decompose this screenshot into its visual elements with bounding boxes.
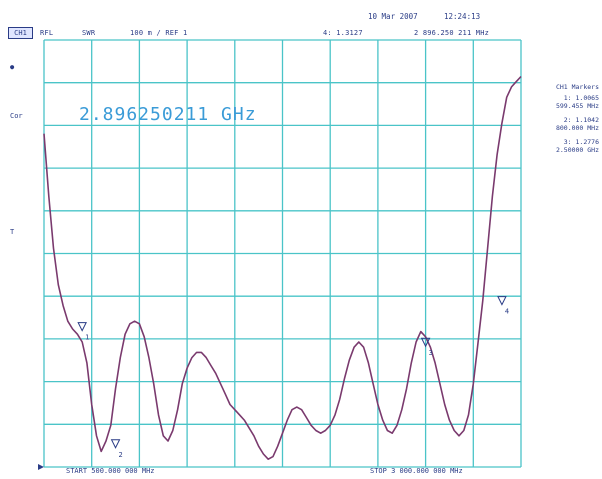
marker-number: 3	[429, 349, 433, 357]
marker-entry[interactable]: 3: 1.2776 2.50000 GHz	[527, 138, 599, 154]
marker-entry[interactable]: 1: 1.0065 599.455 MHz	[527, 94, 599, 110]
measurement-label: SWR	[82, 29, 96, 37]
marker-panel: CH1 Markers 1: 1.0065 599.455 MHz 2: 1.1…	[527, 83, 599, 160]
time-label: 12:24:13	[444, 12, 481, 21]
status-dot-icon: ●	[10, 63, 15, 71]
marker-triangle-icon	[497, 296, 507, 306]
marker-number: 2	[119, 451, 123, 459]
marker-number: 1	[85, 334, 89, 342]
marker-number: 4	[505, 308, 509, 316]
active-marker-freq: 2 896.250 211 MHz	[414, 29, 490, 37]
marker-entry-freq: 2.50000 GHz	[555, 146, 599, 154]
marker-frequency-readout: 2.896250211 GHz	[79, 104, 257, 125]
sweep-start-label: START 500.000 000 MHz	[66, 467, 155, 475]
sweep-stop-label: STOP 3 000.000 000 MHz	[370, 467, 463, 475]
scale-label: 100 m / REF 1	[130, 29, 188, 37]
correction-label: Cor	[10, 112, 23, 120]
marker-entry-freq: 800.000 MHz	[555, 124, 599, 132]
format-label: RFL	[40, 29, 54, 37]
marker-entry-value: 2: 1.1042	[563, 116, 599, 124]
date-label: 10 Mar 2007	[368, 12, 418, 21]
marker-entry[interactable]: 2: 1.1042 800.000 MHz	[527, 116, 599, 132]
marker-triangle-icon	[77, 322, 87, 332]
marker-triangle-icon	[420, 337, 431, 348]
marker-entry-freq: 599.455 MHz	[555, 102, 599, 110]
marker-triangle-icon	[110, 439, 121, 449]
marker-entry-value: 3: 1.2776	[563, 138, 599, 146]
reference-level-icon: T	[10, 228, 15, 236]
reference-pointer-icon	[38, 464, 44, 470]
active-marker-value: 4: 1.3127	[323, 29, 363, 37]
channel-badge[interactable]: CH1	[8, 27, 33, 39]
swr-trace	[43, 75, 522, 460]
marker-entry-value: 1: 1.0065	[563, 94, 599, 102]
marker-panel-title: CH1 Markers	[555, 83, 599, 91]
